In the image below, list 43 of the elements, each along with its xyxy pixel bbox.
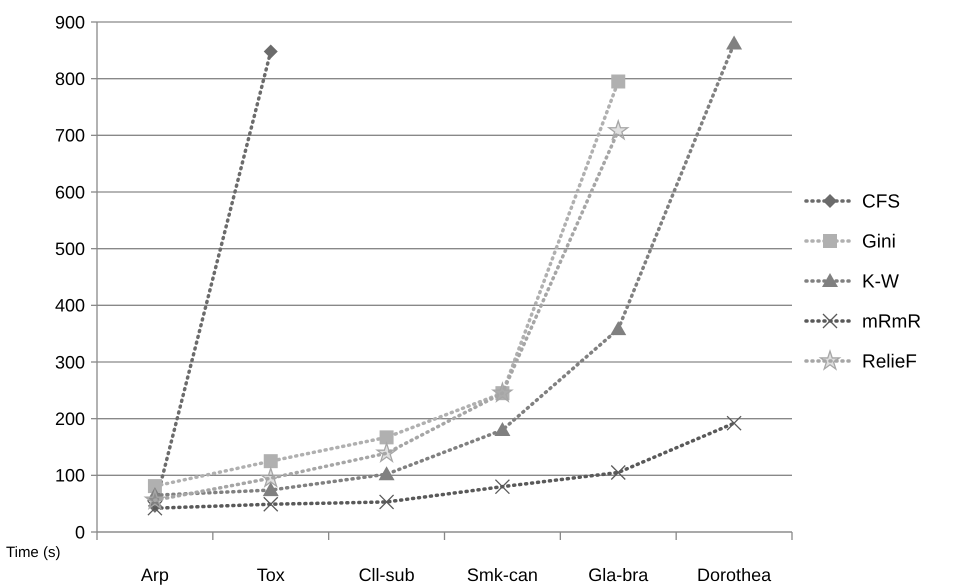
legend-label: Gini — [862, 232, 896, 253]
x-tick-label: Smk-can — [466, 565, 538, 585]
legend-label: RelieF — [862, 352, 917, 373]
point — [262, 482, 279, 496]
y-tick-label: 0 — [74, 522, 85, 542]
y-tick-label: 100 — [54, 466, 85, 486]
point — [144, 490, 165, 509]
point — [610, 321, 626, 336]
point — [264, 44, 278, 58]
point — [726, 416, 742, 431]
point — [380, 430, 394, 444]
y-tick-label: 300 — [54, 352, 85, 372]
point — [260, 468, 281, 487]
point — [378, 466, 395, 480]
point — [148, 479, 162, 494]
legend-label: CFS — [862, 192, 900, 213]
point — [494, 422, 510, 436]
point — [492, 382, 512, 402]
point — [147, 500, 163, 516]
y-tick-label: 400 — [54, 296, 85, 316]
point — [263, 496, 278, 512]
y-tick-label: 500 — [54, 238, 85, 259]
y-tick-label: 900 — [54, 12, 85, 32]
point — [376, 442, 397, 462]
x-tick-label: Gla-bra — [588, 565, 650, 585]
point — [378, 494, 394, 510]
x-tick-label: Cll-sub — [358, 565, 415, 585]
x-tick-label: Tox — [256, 565, 285, 585]
point — [494, 479, 510, 494]
point — [264, 454, 278, 468]
point — [610, 464, 626, 480]
y-tick-label: 800 — [54, 68, 85, 89]
point — [726, 36, 742, 50]
point — [611, 74, 626, 88]
y-tick-label: 700 — [54, 126, 85, 146]
x-tick-label: Arp — [140, 565, 169, 585]
point — [608, 120, 628, 140]
y-tick-label: 600 — [54, 182, 85, 202]
legend-label: K-W — [862, 272, 899, 293]
legend-label: mRmR — [862, 312, 922, 333]
y-axis-title: Time (s) — [6, 544, 60, 561]
y-tick-label: 200 — [54, 408, 85, 429]
x-tick-label: Dorothea — [697, 565, 772, 585]
